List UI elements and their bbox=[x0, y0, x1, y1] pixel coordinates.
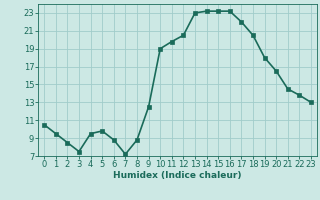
X-axis label: Humidex (Indice chaleur): Humidex (Indice chaleur) bbox=[113, 171, 242, 180]
